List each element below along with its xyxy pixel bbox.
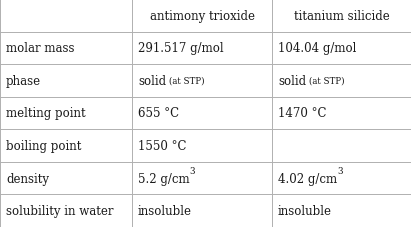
Text: 1550 °C: 1550 °C (138, 139, 187, 152)
Text: solid: solid (138, 75, 166, 88)
Text: antimony trioxide: antimony trioxide (150, 10, 254, 23)
Text: insoluble: insoluble (138, 204, 192, 217)
Text: phase: phase (6, 75, 41, 88)
Text: 4.02 g/cm: 4.02 g/cm (278, 172, 337, 185)
Text: solubility in water: solubility in water (6, 204, 113, 217)
Text: melting point: melting point (6, 107, 85, 120)
Text: molar mass: molar mass (6, 42, 74, 55)
Text: insoluble: insoluble (278, 204, 332, 217)
Text: 3: 3 (189, 167, 195, 176)
Text: 1470 °C: 1470 °C (278, 107, 326, 120)
Text: density: density (6, 172, 49, 185)
Text: 3: 3 (337, 167, 343, 176)
Text: titanium silicide: titanium silicide (293, 10, 389, 23)
Text: solid: solid (278, 75, 306, 88)
Text: 5.2 g/cm: 5.2 g/cm (138, 172, 189, 185)
Text: 104.04 g/mol: 104.04 g/mol (278, 42, 356, 55)
Text: boiling point: boiling point (6, 139, 81, 152)
Text: (at STP): (at STP) (309, 76, 345, 86)
Text: (at STP): (at STP) (169, 76, 205, 86)
Text: 655 °C: 655 °C (138, 107, 179, 120)
Text: 291.517 g/mol: 291.517 g/mol (138, 42, 224, 55)
